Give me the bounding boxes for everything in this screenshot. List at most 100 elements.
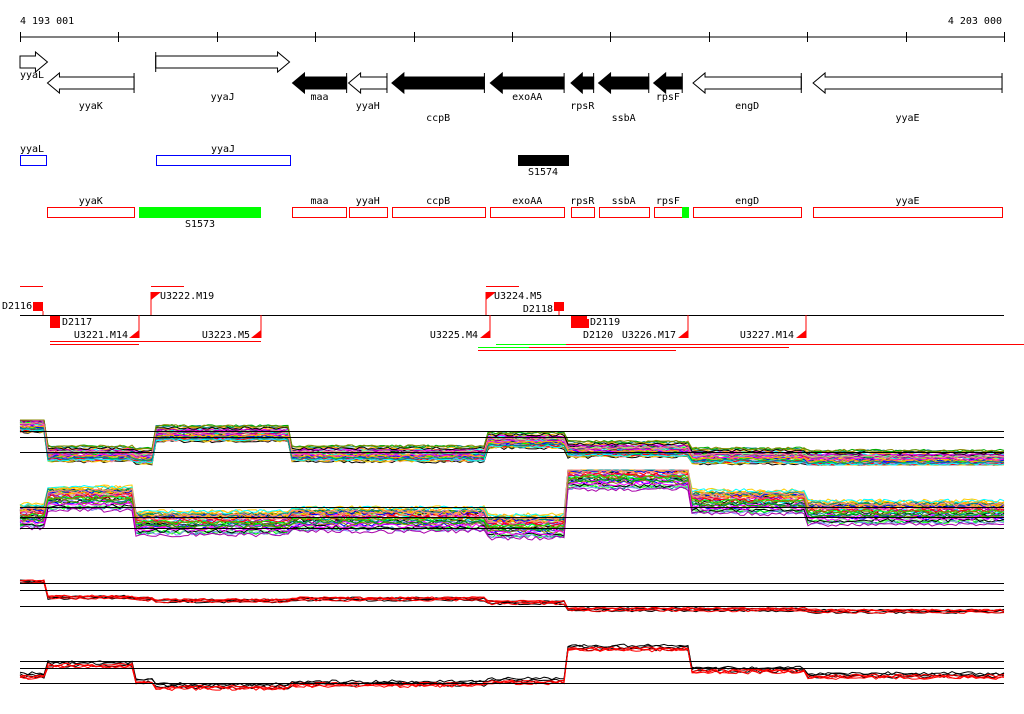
forward-feature-track: yyaL yyaJ S1574 (20, 144, 569, 178)
profile-line (19, 419, 1005, 455)
tu-label: U3221.M14 (74, 330, 128, 341)
feature-box[interactable] (571, 207, 595, 218)
feature-box[interactable] (490, 207, 565, 218)
profile-line (19, 469, 1005, 518)
tu-flag-icon[interactable] (678, 330, 688, 338)
expression-panel-2 (19, 469, 1005, 541)
expression-panel-3 (19, 579, 1005, 614)
gene-arrow-yyaJ[interactable] (155, 50, 291, 74)
feature-box[interactable] (693, 207, 802, 218)
gene-label: ccpB (426, 113, 450, 124)
feature-label: yyaJ (211, 144, 235, 155)
gene-arrow-exoAA[interactable] (489, 71, 565, 95)
feature-label: ccpB (426, 196, 450, 207)
profile-line (19, 474, 1005, 529)
profile-line (20, 419, 1005, 453)
segment-box[interactable] (518, 155, 569, 166)
terminator-box[interactable] (50, 316, 60, 328)
feature-label: engD (735, 196, 759, 207)
tu-label: U3222.M19 (160, 291, 214, 302)
feature-label: ssbA (612, 196, 636, 207)
feature-box[interactable] (654, 207, 684, 218)
profile-line (19, 643, 1005, 687)
profile-line (19, 579, 1005, 612)
tu-flag-icon[interactable] (129, 330, 139, 338)
profile-line (19, 419, 1005, 457)
tu-label: D2119 (590, 317, 620, 328)
gene-track: yyaL yyaK yyaJ maa yyaH ccpB exoAA rpsR ssbA rpsF… (19, 50, 1003, 124)
terminator-box[interactable] (581, 319, 589, 328)
expression-panel-4 (19, 643, 1005, 691)
profile-line (19, 476, 1005, 531)
tu-label: U3227.M14 (740, 330, 794, 341)
feature-label: yyaE (896, 196, 920, 207)
segment-box[interactable] (682, 207, 689, 218)
gene-label: yyaJ (211, 92, 235, 103)
gene-arrow-engD[interactable] (692, 71, 802, 95)
tu-label: U3225.M4 (430, 330, 478, 341)
coordinate-axis: 4 193 001 4 203 000 (20, 16, 1005, 42)
feature-box[interactable] (392, 207, 486, 218)
segment-label: S1574 (528, 167, 558, 178)
feature-label: maa (311, 196, 329, 207)
gene-label: ssbA (612, 113, 636, 124)
gene-label: engD (735, 101, 759, 112)
profile-line (19, 648, 1005, 691)
feature-box[interactable] (813, 207, 1003, 218)
gene-arrow-yyaK[interactable] (46, 71, 135, 95)
tu-flag-icon[interactable] (796, 330, 806, 338)
profile-line (19, 482, 1005, 537)
feature-label: yyaL (20, 144, 44, 155)
feature-label: yyaK (79, 196, 103, 207)
profile-line (19, 427, 1005, 465)
tu-flag-icon[interactable] (251, 330, 261, 338)
tu-label: U3223.M5 (202, 330, 250, 341)
feature-box[interactable] (156, 155, 291, 166)
gene-label: yyaH (356, 101, 380, 112)
tu-label: D2120 (583, 330, 613, 341)
profile-line (19, 579, 1005, 613)
tu-label: D2116 (2, 301, 32, 312)
feature-label: yyaH (356, 196, 380, 207)
tu-flag-icon[interactable] (480, 330, 490, 338)
feature-label: rpsF (656, 196, 680, 207)
gene-arrow-yyaL[interactable] (19, 50, 49, 74)
gene-label: rpsF (656, 92, 680, 103)
gene-arrow-yyaH[interactable] (347, 71, 388, 95)
profile-line (19, 581, 1005, 614)
gene-arrow-maa[interactable] (291, 71, 348, 95)
axis-start-label: 4 193 001 (20, 16, 74, 27)
feature-label: rpsR (570, 196, 595, 207)
gene-label: exoAA (512, 92, 542, 103)
tu-flag-icon[interactable] (486, 292, 496, 300)
terminator-box[interactable] (554, 302, 564, 311)
profile-line (19, 486, 1005, 541)
gene-arrow-rpsR[interactable] (570, 71, 595, 95)
feature-label: exoAA (512, 196, 542, 207)
tu-flag-icon[interactable] (151, 292, 161, 300)
feature-box[interactable] (349, 207, 388, 218)
reverse-feature-track: yyaK S1573 maa yyaH ccpB exoAA rpsR ssbA rpsF eng… (47, 196, 1003, 230)
feature-box[interactable] (47, 207, 135, 218)
gene-label: yyaL (20, 70, 44, 81)
gene-label: yyaE (896, 113, 920, 124)
gene-arrow-yyaE[interactable] (812, 71, 1003, 95)
profile-line (19, 581, 1005, 614)
tu-label: D2117 (62, 317, 92, 328)
gene-arrow-ssbA[interactable] (597, 71, 650, 95)
feature-box[interactable] (599, 207, 650, 218)
terminator-box[interactable] (33, 302, 43, 311)
expression-panel-1 (19, 419, 1005, 466)
transcription-unit-track: D2116 U3222.M19 U3224.M5 D2118 D2117 U3221.M1… (2, 286, 1024, 351)
tu-label: D2118 (523, 304, 553, 315)
gene-arrow-rpsF[interactable] (652, 71, 683, 95)
tu-label: U3224.M5 (494, 291, 542, 302)
feature-box[interactable] (292, 207, 347, 218)
gene-label: rpsR (570, 101, 595, 112)
segment-box[interactable] (139, 207, 261, 218)
axis-end-label: 4 203 000 (948, 16, 1002, 27)
feature-box[interactable] (20, 155, 47, 166)
gene-arrow-ccpB[interactable] (391, 71, 485, 95)
expression-plots (19, 419, 1005, 691)
